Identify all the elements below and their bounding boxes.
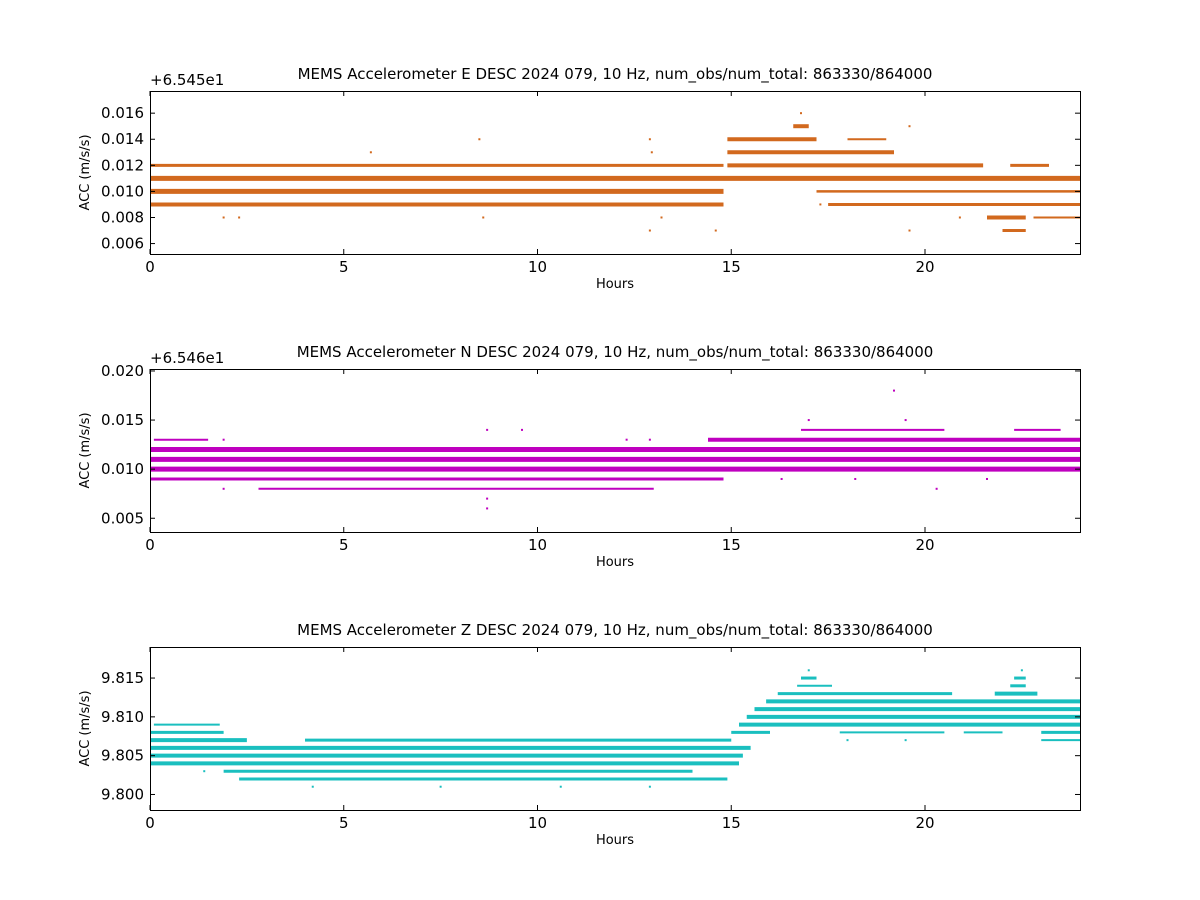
data-point — [807, 419, 810, 422]
data-point — [648, 785, 651, 788]
x-tick-label: 20 — [915, 814, 934, 832]
data-point — [935, 487, 938, 490]
axes-frame — [150, 647, 1081, 811]
x-tick-label: 20 — [915, 258, 934, 276]
data-point — [369, 151, 372, 154]
data-point — [486, 428, 489, 431]
data-point — [893, 389, 895, 392]
data-point — [650, 151, 653, 154]
data-point — [660, 216, 663, 219]
data-point — [222, 216, 225, 219]
y-offset-label: +6.546e1 — [150, 349, 224, 367]
y-tick-label: 0.020 — [101, 362, 144, 380]
data-point — [807, 669, 810, 672]
data-point — [486, 497, 489, 500]
y-tick-label: 0.010 — [101, 460, 144, 478]
x-tick-label: 15 — [722, 258, 741, 276]
data-point — [986, 477, 988, 480]
data-point — [958, 216, 961, 219]
data-layer — [150, 669, 1080, 788]
data-point — [203, 770, 206, 773]
x-tick-label: 5 — [339, 258, 349, 276]
y-axis-label: ACC (m/s/s) — [78, 134, 93, 210]
x-tick-label: 15 — [722, 536, 741, 554]
x-tick-label: 5 — [339, 536, 349, 554]
data-point — [1020, 669, 1023, 672]
y-axis-label: ACC (m/s/s) — [78, 412, 93, 488]
subplot-1: 0 5 10 15 20 0.005 0.010 0.015 0.020 MEMS Acceler… — [78, 343, 1081, 570]
data-point — [904, 419, 907, 422]
data-point — [486, 507, 489, 510]
data-point — [311, 785, 314, 788]
data-point — [222, 487, 225, 490]
data-point — [908, 125, 911, 128]
data-point — [714, 229, 717, 232]
data-point — [648, 138, 651, 141]
y-tick-label: 0.015 — [101, 411, 144, 429]
y-tick-label: 9.805 — [101, 747, 144, 765]
subplot-2: 0 5 10 15 20 9.800 9.805 9.810 9.815 MEMS Acceler… — [78, 621, 1081, 848]
y-tick-label: 0.008 — [101, 208, 144, 226]
data-point — [238, 216, 241, 219]
y-axis-label: ACC (m/s/s) — [78, 690, 93, 766]
data-point — [648, 229, 651, 232]
axes-frame — [150, 369, 1081, 533]
y-tick-label: 9.800 — [101, 785, 144, 803]
x-tick-label: 0 — [145, 814, 155, 832]
y-tick-label: 0.016 — [101, 104, 144, 122]
y-offset-label: +6.545e1 — [150, 71, 224, 89]
x-tick-label: 15 — [722, 814, 741, 832]
data-point — [222, 438, 225, 441]
y-tick-label: 0.006 — [101, 235, 144, 253]
data-layer — [150, 389, 1080, 510]
data-point — [800, 112, 802, 115]
data-point — [854, 477, 857, 480]
data-point — [625, 438, 628, 441]
chart-title: MEMS Accelerometer E DESC 2024 079, 10 H… — [298, 65, 933, 84]
y-tick-label: 0.010 — [101, 182, 144, 200]
data-point — [780, 477, 783, 480]
data-point — [648, 438, 651, 441]
data-point — [908, 229, 911, 232]
y-tick-label: 0.012 — [101, 156, 144, 174]
data-point — [521, 428, 523, 431]
data-point — [846, 739, 849, 742]
data-point — [846, 203, 849, 206]
x-tick-label: 5 — [339, 814, 349, 832]
data-point — [819, 203, 822, 206]
x-axis-label: Hours — [596, 277, 634, 292]
x-axis-label: Hours — [596, 833, 634, 848]
y-tick-label: 9.815 — [101, 669, 144, 687]
y-tick-label: 0.005 — [101, 509, 144, 527]
y-tick-label: 9.810 — [101, 708, 144, 726]
data-point — [482, 216, 485, 219]
x-tick-label: 10 — [528, 814, 547, 832]
x-tick-label: 10 — [528, 536, 547, 554]
axes-frame — [150, 91, 1081, 255]
data-point — [904, 739, 907, 742]
x-tick-label: 0 — [145, 258, 155, 276]
data-point — [478, 138, 481, 141]
x-tick-label: 0 — [145, 536, 155, 554]
x-tick-label: 10 — [528, 258, 547, 276]
data-point — [559, 785, 562, 788]
subplot-0: 0 5 10 15 20 0.006 0.008 0.010 0.012 0.014 0.016 ME… — [78, 65, 1081, 292]
chart-title: MEMS Accelerometer Z DESC 2024 079, 10 H… — [297, 621, 933, 640]
data-point — [439, 785, 442, 788]
data-layer — [150, 112, 1080, 233]
x-tick-label: 20 — [915, 536, 934, 554]
x-axis-label: Hours — [596, 555, 634, 570]
chart-title: MEMS Accelerometer N DESC 2024 079, 10 H… — [297, 343, 934, 362]
y-tick-label: 0.014 — [101, 130, 144, 148]
